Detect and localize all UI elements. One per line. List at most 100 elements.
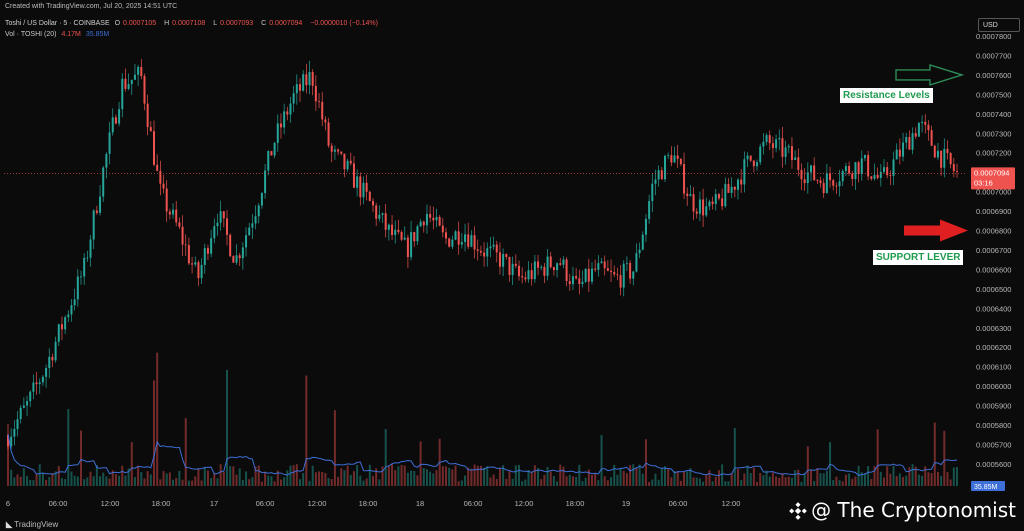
volume-bar xyxy=(102,472,105,486)
volume-bar xyxy=(80,430,82,486)
volume-bar xyxy=(130,442,133,486)
volume-bar xyxy=(591,474,593,486)
candle-body xyxy=(187,245,190,264)
volume-bar xyxy=(238,468,241,486)
candle-body xyxy=(438,217,441,226)
high-value: H 0.0007108 xyxy=(164,20,208,27)
candle-body xyxy=(54,341,57,361)
tradingview-brand[interactable]: ◣ TradingView xyxy=(6,520,58,529)
volume-bar xyxy=(489,477,492,486)
currency-button[interactable]: USD xyxy=(978,18,1020,32)
candle-body xyxy=(397,229,400,233)
volume-bar xyxy=(540,479,543,486)
volume-bar xyxy=(819,473,822,486)
volume-bar xyxy=(352,471,355,486)
candle-body xyxy=(870,176,873,179)
volume-bar xyxy=(200,480,203,486)
y-tick-label: 0.0006500 xyxy=(976,285,1011,294)
price-tag-box xyxy=(971,167,1015,190)
candle-body xyxy=(349,160,352,164)
volume-bar xyxy=(930,473,933,486)
volume-bar xyxy=(460,480,463,486)
candle-body xyxy=(368,191,371,201)
volume-bar xyxy=(273,481,276,486)
volume-bar xyxy=(146,471,149,486)
y-tick-label: 0.0007600 xyxy=(976,71,1011,80)
candle-body xyxy=(260,193,263,206)
volume-bar xyxy=(83,479,86,486)
candle-body xyxy=(346,160,349,170)
volume-bar xyxy=(308,480,311,486)
candle-body xyxy=(400,232,403,240)
candle-body xyxy=(527,270,530,280)
candle-body xyxy=(530,270,533,280)
candle-body xyxy=(95,210,98,213)
volume-bar xyxy=(397,466,400,486)
volume-bar xyxy=(476,465,479,486)
candle-body xyxy=(114,117,117,124)
volume-bar xyxy=(330,479,333,486)
volume-bar xyxy=(778,477,781,486)
volume-bar xyxy=(708,470,711,486)
volume-bar xyxy=(527,470,530,486)
volume-bar xyxy=(952,467,955,486)
high-number: 0.0007108 xyxy=(172,20,206,27)
candle-body xyxy=(746,155,749,160)
candle-body xyxy=(448,238,451,247)
candle-body xyxy=(305,74,308,86)
candle-body xyxy=(118,109,121,124)
volume-bar xyxy=(140,472,143,486)
candle-body xyxy=(337,149,340,152)
volume-bar xyxy=(752,467,755,486)
candle-body xyxy=(352,163,355,188)
candle-body xyxy=(857,162,860,174)
volume-bar xyxy=(946,472,949,486)
volume-bar xyxy=(299,479,301,486)
volume-bar xyxy=(372,475,374,486)
candle-body xyxy=(470,235,473,247)
candle-body xyxy=(825,173,828,194)
volume-bar xyxy=(927,472,930,486)
candle-body xyxy=(146,103,149,128)
volume-bar xyxy=(384,429,387,486)
candle-body xyxy=(581,281,584,285)
candle-body xyxy=(140,66,143,77)
volume-bar xyxy=(111,470,114,486)
x-tick-label: 18:00 xyxy=(566,499,585,508)
volume-bar xyxy=(581,481,584,486)
candle-body xyxy=(143,76,146,104)
volume-bar xyxy=(222,471,225,486)
volume-bar xyxy=(162,471,165,486)
candle-body xyxy=(486,248,489,257)
candle-body xyxy=(29,391,32,402)
candle-body xyxy=(73,299,76,306)
volume-bar xyxy=(530,472,533,486)
tradingview-label: TradingView xyxy=(14,520,59,529)
candle-body xyxy=(45,367,48,377)
volume-ma-value: 35.85M xyxy=(85,31,110,38)
candle-body xyxy=(22,405,25,408)
volume-bar xyxy=(537,468,540,486)
volume-bar xyxy=(54,471,57,486)
volume-bar xyxy=(648,481,651,486)
candle-body xyxy=(327,122,330,146)
candle-body xyxy=(771,143,774,149)
volume-bar xyxy=(419,441,422,486)
candle-body xyxy=(200,264,203,279)
volume-bar xyxy=(641,473,644,486)
volume-bar xyxy=(362,480,365,486)
volume-bar xyxy=(524,479,527,486)
candle-body xyxy=(946,148,949,153)
volume-bar xyxy=(267,475,270,486)
volume-bar xyxy=(956,467,958,486)
y-tick-label: 0.0006800 xyxy=(976,227,1011,236)
volume-bar xyxy=(314,472,317,486)
candle-body xyxy=(702,199,705,216)
y-tick-label: 0.0006900 xyxy=(976,207,1011,216)
candle-body xyxy=(295,84,298,94)
volume-bar xyxy=(251,477,254,486)
volume-bar xyxy=(48,477,51,486)
candle-body xyxy=(64,317,67,330)
close-value: C 0.0007094 xyxy=(261,20,305,27)
